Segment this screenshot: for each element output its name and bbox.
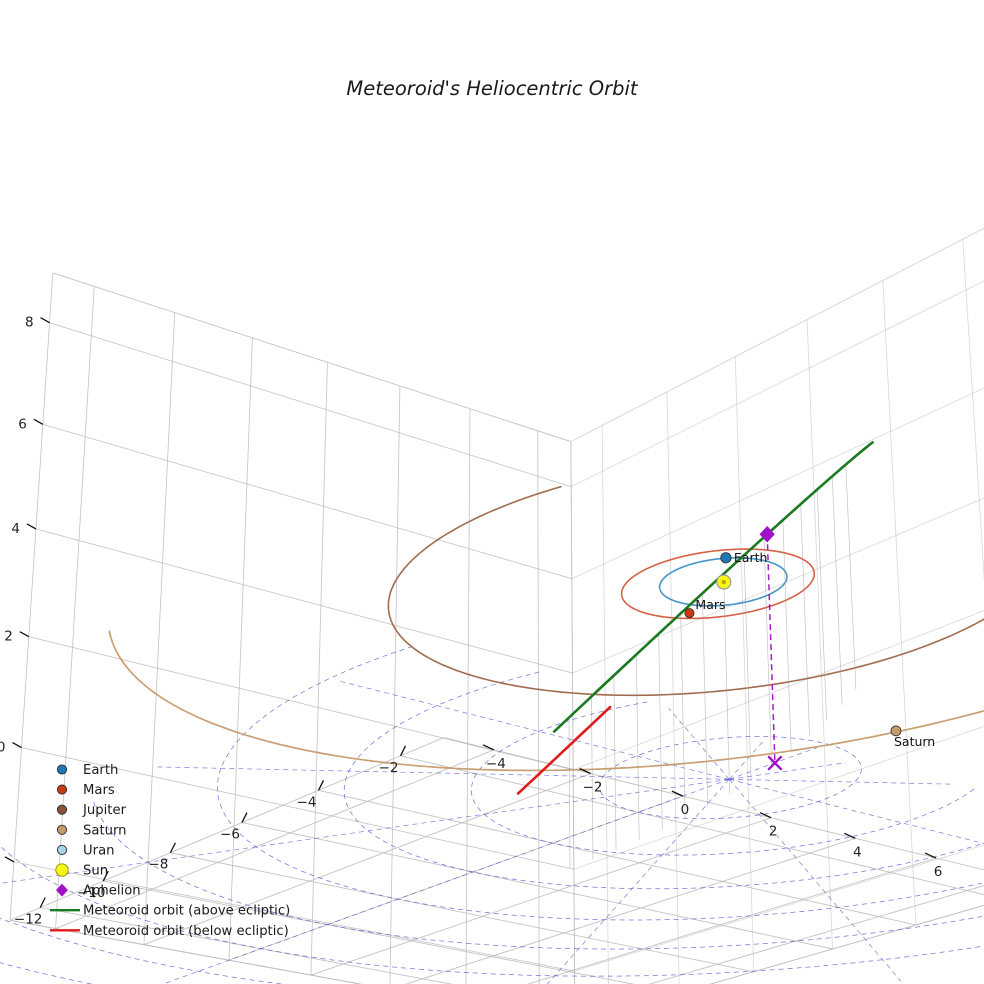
annotation-mars: Mars [695, 597, 725, 612]
legend[interactable]: Earth Mars Jupiter Saturn Uran Sun Aphelion Met… [50, 763, 290, 939]
legend-label: Sun [83, 864, 108, 879]
x-tick-label: −12 [14, 912, 43, 928]
legend-item-jupiter[interactable]: Jupiter [56, 803, 127, 818]
legend-label: Uran [83, 843, 115, 858]
legend-circle-marker [56, 824, 68, 835]
planet-orbits [108, 485, 984, 772]
legend-label: Earth [83, 763, 118, 778]
y-tick-label: 4 [853, 844, 862, 860]
legend-item-earth[interactable]: Earth [56, 763, 118, 778]
legend-item-aphelion[interactable]: Aphelion [56, 883, 141, 899]
legend-circle-marker [56, 764, 68, 775]
legend-item-meteoroid-orbit-above-ecliptic[interactable]: Meteoroid orbit (above ecliptic) [50, 904, 290, 919]
y-tick-label: −4 [486, 756, 506, 772]
legend-circle-marker [56, 804, 68, 815]
x-tick-label: −10 [77, 885, 106, 901]
y-tick-label: 2 [769, 824, 778, 840]
legend-item-meteoroid-orbit-below-ecliptic[interactable]: Meteoroid orbit (below ecliptic) [50, 924, 289, 939]
legend-circle-marker [55, 863, 69, 877]
legend-label: Jupiter [82, 803, 127, 818]
z-tick-label: 2 [4, 629, 13, 645]
y-tick-label: 6 [934, 864, 943, 880]
x-tick-label: −6 [220, 827, 240, 843]
page-title: Meteoroid's Heliocentric Orbit [346, 77, 639, 100]
z-tick-label: 6 [18, 416, 27, 432]
legend-circle-marker [56, 844, 68, 855]
legend-label: Meteoroid orbit (above ecliptic) [83, 904, 290, 919]
legend-item-mars[interactable]: Mars [56, 783, 115, 798]
legend-label: Saturn [83, 823, 127, 838]
legend-item-saturn[interactable]: Saturn [56, 823, 127, 838]
legend-item-uran[interactable]: Uran [56, 843, 115, 858]
y-tick-label: 0 [681, 802, 690, 818]
z-tick-label: 8 [25, 315, 34, 331]
axis-panes [9, 227, 984, 984]
x-tick-label: −4 [297, 794, 317, 810]
x-tick-label: −2 [379, 760, 399, 776]
legend-circle-marker [56, 784, 68, 795]
aphelion-marker-group [759, 526, 783, 771]
legend-label: Mars [83, 783, 115, 798]
legend-label: Meteoroid orbit (below ecliptic) [83, 924, 289, 939]
z-tick-label: 0 [0, 740, 5, 756]
annotation-earth: Earth [734, 550, 768, 565]
legend-diamond-marker [56, 883, 68, 897]
legend-label: Aphelion [83, 884, 141, 899]
planet-markers: Earth Mars Saturn [684, 550, 935, 749]
orbit-drop-stems [568, 464, 857, 868]
z-tick-label: 4 [11, 521, 20, 537]
legend-item-sun[interactable]: Sun [55, 863, 108, 879]
annotation-saturn: Saturn [894, 734, 935, 749]
polar-grid [0, 645, 984, 984]
y-tick-label: −2 [583, 780, 603, 796]
x-tick-label: −8 [148, 857, 168, 873]
meteoroid-orbit [516, 441, 874, 795]
